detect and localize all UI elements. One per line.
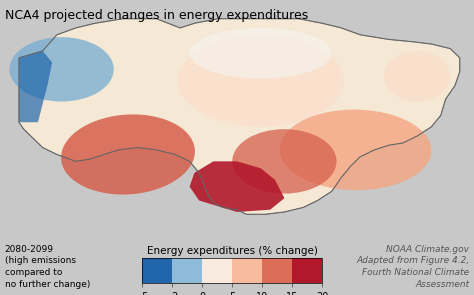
Text: 2080-2099
(high emissions
compared to
no further change): 2080-2099 (high emissions compared to no…: [5, 245, 90, 289]
Ellipse shape: [280, 110, 431, 190]
Title: Energy expenditures (% change): Energy expenditures (% change): [147, 246, 318, 256]
Ellipse shape: [232, 129, 337, 194]
Ellipse shape: [384, 51, 450, 101]
Polygon shape: [19, 19, 460, 214]
Text: NCA4 projected changes in energy expenditures: NCA4 projected changes in energy expendi…: [5, 9, 308, 22]
Polygon shape: [19, 51, 52, 122]
Ellipse shape: [178, 35, 344, 127]
Polygon shape: [190, 161, 284, 212]
Ellipse shape: [9, 37, 114, 101]
Ellipse shape: [190, 28, 332, 78]
Text: NOAA Climate.gov
Adapted from Figure 4.2,
Fourth National Climate
Assessment: NOAA Climate.gov Adapted from Figure 4.2…: [356, 245, 469, 289]
Ellipse shape: [61, 114, 195, 194]
